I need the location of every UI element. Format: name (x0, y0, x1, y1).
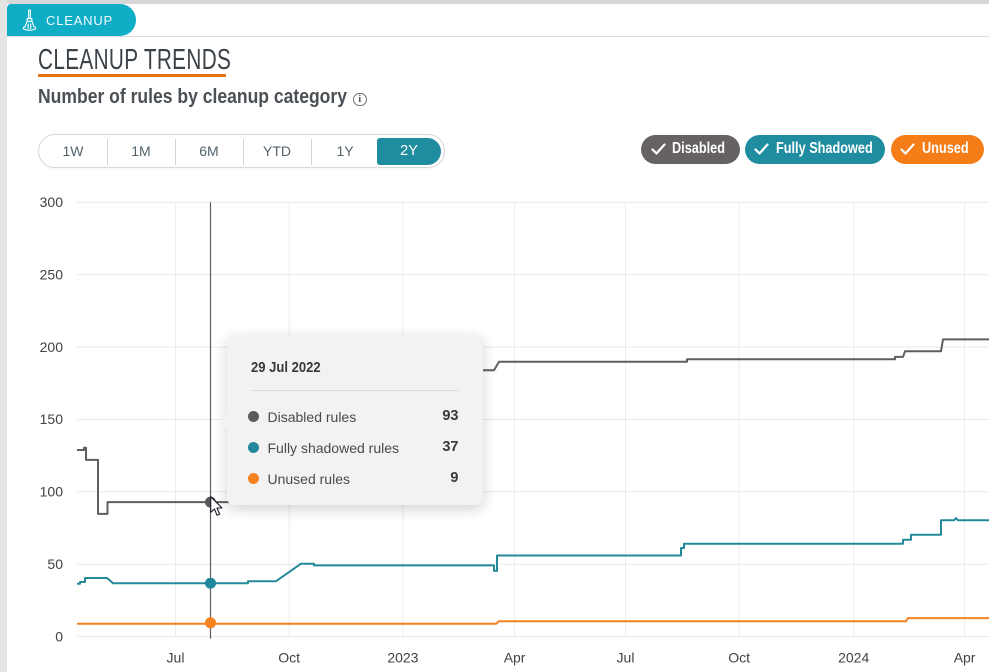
svg-text:Jul: Jul (167, 650, 185, 666)
svg-text:2024: 2024 (838, 650, 869, 666)
svg-text:0: 0 (55, 628, 63, 644)
svg-text:150: 150 (40, 411, 64, 427)
svg-text:2023: 2023 (387, 650, 418, 666)
svg-text:Apr: Apr (504, 650, 526, 666)
svg-text:Jul: Jul (617, 650, 635, 666)
svg-text:100: 100 (40, 484, 64, 500)
svg-text:300: 300 (40, 194, 64, 210)
svg-text:200: 200 (40, 339, 64, 355)
svg-text:50: 50 (47, 556, 63, 572)
svg-text:Oct: Oct (278, 650, 300, 666)
svg-text:Oct: Oct (728, 650, 750, 666)
svg-text:250: 250 (40, 266, 64, 282)
svg-text:Apr: Apr (954, 650, 976, 666)
